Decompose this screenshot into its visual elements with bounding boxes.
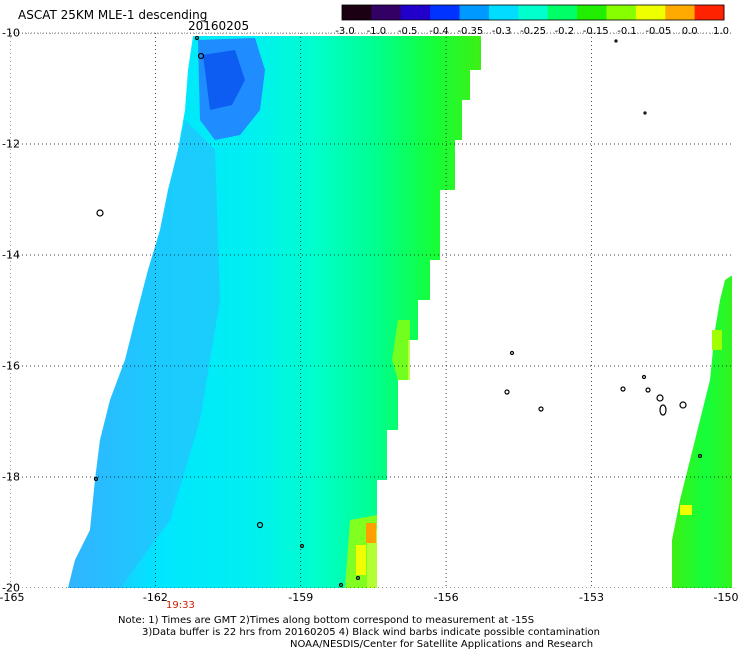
colorbar-segment	[635, 5, 666, 20]
colorbar-segment	[342, 5, 372, 20]
longitude-label: -162	[142, 591, 168, 604]
latitude-label: -10	[2, 26, 20, 40]
graticule	[10, 33, 732, 588]
colorbar-segment	[430, 5, 461, 20]
colorbar	[341, 4, 725, 21]
colorbar-tick-label: -0.35	[457, 26, 484, 37]
footer-credit: NOAA/NESDIS/Center for Satellite Applica…	[290, 639, 594, 650]
swath-lime-edge	[392, 320, 410, 380]
colorbar-segment	[400, 5, 431, 20]
footer-note-1: Note: 1) Times are GMT 2)Times along bot…	[118, 615, 535, 626]
longitude-label: -165	[0, 591, 25, 604]
colorbar-segment	[547, 5, 578, 20]
colorbar-tick-label: -0.2	[554, 26, 575, 37]
island-outlines	[93, 35, 703, 588]
colorbar-tick-label: -0.05	[645, 26, 672, 37]
map-title: ASCAT 25KM MLE-1 descending	[18, 8, 208, 22]
swath-deepblue-patch	[203, 50, 245, 110]
colorbar-tick-label: -3.0	[335, 26, 355, 37]
colorbar-tick-label: -0.25	[520, 26, 546, 37]
colorbar-tick-label: -0.1	[617, 26, 637, 37]
longitude-label: -153	[578, 591, 604, 604]
longitude-label: -156	[433, 591, 459, 604]
colorbar-segment	[606, 5, 637, 20]
colorbar-tick-label: -0.15	[582, 26, 609, 37]
longitude-label: -159	[288, 591, 314, 604]
colorbar-segment	[694, 5, 725, 20]
colorbar-segment	[665, 5, 696, 20]
colorbar-segment	[518, 5, 549, 20]
swath-yellow-pixel	[356, 545, 366, 575]
colorbar-segment	[488, 5, 519, 20]
swath-sky-left	[68, 120, 220, 588]
map-date: 20160205	[188, 19, 250, 33]
colorbar-tick-label: 1.0	[713, 26, 729, 37]
longitude-label: -150	[713, 591, 739, 604]
latitude-label: -18	[2, 470, 20, 484]
swath-right	[672, 275, 732, 588]
swath-orange-pixel	[366, 523, 376, 543]
pass-time-label: 19:33	[166, 600, 195, 611]
colorbar-tick-label: 0.0	[681, 26, 698, 37]
colorbar-segment	[577, 5, 607, 20]
colorbar-tick-label: -0.3	[491, 26, 512, 37]
latitude-label: -12	[2, 137, 20, 151]
colorbar-tick-label: -1.0	[366, 26, 387, 37]
colorbar-segment	[459, 5, 490, 20]
latitude-label: -16	[2, 359, 20, 373]
colorbar-tick-label: -0.5	[397, 26, 418, 37]
latitude-label: -20	[2, 581, 20, 595]
colorbar-segment	[371, 5, 402, 20]
swath-right-yellow	[680, 505, 692, 515]
colorbar-tick-label: -0.4	[429, 26, 449, 37]
swath-right-lime	[712, 330, 722, 350]
colorbar-frame	[341, 4, 725, 21]
latitude-label: -14	[2, 248, 20, 262]
footer-note-2: 3)Data buffer is 22 hrs from 20160205 4)…	[142, 627, 600, 638]
